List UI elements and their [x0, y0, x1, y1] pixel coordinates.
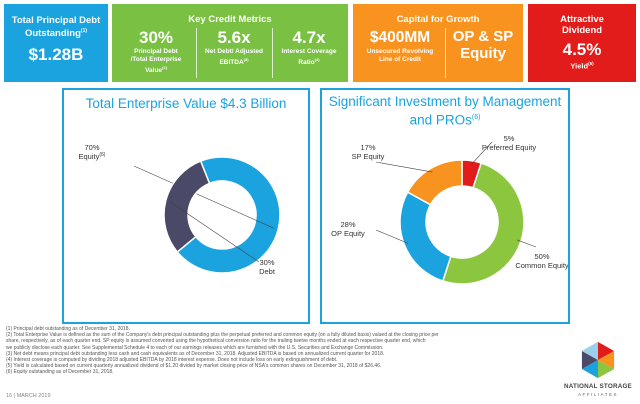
- leader-line: [169, 201, 260, 263]
- slice-category-label: SP Equity: [352, 152, 385, 161]
- slice-category-label: Common Equity: [515, 261, 568, 270]
- footnote-line: (2) Total Enterprise Value is defined as…: [6, 332, 439, 339]
- logo-sub: AFFILIATES: [578, 392, 618, 397]
- tev-donut-chart: 70%Equity(6) 30%Debt: [79, 143, 281, 276]
- leader-line: [375, 161, 433, 173]
- footnote-line: (1) Principal debt outstanding as of Dec…: [6, 326, 130, 332]
- debt-tile-title: Total Principal Debt Outstanding(1): [11, 15, 101, 40]
- footnote-line: (5) Yield is calculated based on current…: [6, 363, 382, 370]
- footnote-line: we publicly disclose each quarter. See S…: [6, 344, 384, 351]
- footnote-line: (6) Equity outstanding as of December 31…: [6, 369, 114, 376]
- slice-category-label: OP Equity: [331, 229, 365, 238]
- slice-value-label: 30%: [259, 258, 274, 267]
- donut-slice-sp-equity: [406, 159, 463, 206]
- footnote-line: (3) Net debt means principal debt outsta…: [6, 350, 385, 357]
- donut-slice-equity: [176, 156, 281, 274]
- dividend-label: Yield(5): [570, 61, 594, 71]
- metric-debt-to-tev: 30% Principal Debt /Total Enterprise Val…: [130, 28, 182, 75]
- revolver-metric: $400MM Unsecured Revolving Line of Credi…: [366, 29, 434, 63]
- footnote-line: (4) Interest coverage is computed by div…: [6, 357, 338, 363]
- debt-tile: Total Principal Debt Outstanding(1) $1.2…: [4, 4, 108, 82]
- dividend-title: Attractive Dividend: [560, 14, 604, 36]
- capital-growth-title: Capital for Growth: [396, 14, 480, 25]
- donut-slice-debt: [163, 160, 211, 254]
- logo-name: NATIONAL STORAGE: [564, 383, 632, 390]
- slice-category-label: Equity(6): [79, 152, 106, 161]
- investment-chart-title: Significant Investment by Management and…: [328, 94, 562, 128]
- leader-line: [470, 141, 493, 165]
- slice-category-label: Preferred Equity: [482, 143, 536, 152]
- op-sp-equity-metric: OP & SP Equity: [445, 28, 520, 78]
- donut-slice-op-equity: [399, 191, 452, 282]
- leader-line: [375, 229, 409, 244]
- slice-value-label: 5%: [504, 134, 515, 143]
- credit-metrics-title: Key Credit Metrics: [188, 14, 272, 25]
- dividend-tile: Attractive Dividend 4.5% Yield(5): [528, 4, 636, 82]
- nsa-logo-mark: [581, 341, 615, 378]
- slice-value-label: 28%: [340, 220, 355, 229]
- slice-value-label: 17%: [360, 143, 375, 152]
- dividend-value: 4.5%: [562, 40, 602, 59]
- slice-value-label: 70%: [84, 143, 99, 152]
- donut-slice-common-equity: [441, 162, 525, 285]
- tev-chart-title: Total Enterprise Value $4.3 Billion: [85, 96, 287, 111]
- metric-net-debt-ebitda: 5.6x Net Debt/ Adjusted EBITDA(3): [196, 28, 271, 78]
- investment-donut-chart: 5%Preferred Equity 50%Common Equity 28%OP …: [331, 134, 568, 285]
- debt-tile-value: $1.28B: [28, 45, 84, 65]
- capital-growth-tile: Capital for Growth $400MM Unsecured Revo…: [353, 4, 523, 82]
- metric-interest-coverage: 4.7x Interest Coverage Ratio(4): [272, 28, 345, 78]
- page-footer: 16 | MARCH 2019: [6, 393, 51, 399]
- credit-metrics-tile: Key Credit Metrics 30% Principal Debt /T…: [112, 4, 348, 82]
- footnote-line: share, respectively, as of each quarter …: [6, 338, 426, 345]
- investment-chart-panel: Significant Investment by Management and…: [320, 88, 570, 324]
- slice-value-label: 50%: [534, 252, 549, 261]
- leader-line: [133, 165, 275, 229]
- slice-category-label: Debt: [259, 267, 276, 276]
- leader-line: [517, 239, 537, 248]
- tev-chart-panel: Total Enterprise Value $4.3 Billion 70% E…: [62, 88, 310, 324]
